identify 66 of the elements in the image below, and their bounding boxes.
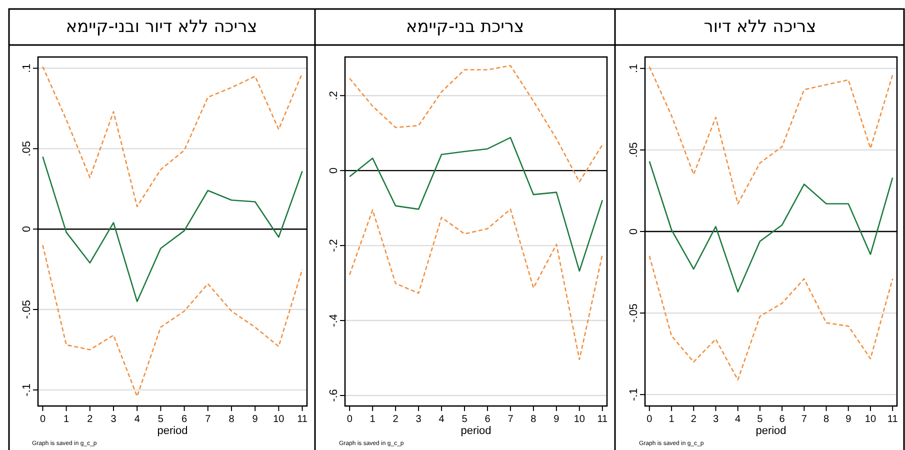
- y-tick-label: -.6: [328, 389, 340, 402]
- x-tick-label: 7: [508, 414, 514, 425]
- y-tick-label: .1: [628, 64, 640, 74]
- x-tick-label: 5: [462, 414, 468, 425]
- x-tick-label: 9: [846, 414, 852, 425]
- chart-title: צריכת בני-קיימא: [406, 17, 524, 38]
- x-tick-label: 10: [864, 414, 876, 425]
- x-axis-title: period: [756, 425, 786, 437]
- line-series: [42, 156, 303, 302]
- x-tick-label: 0: [646, 414, 653, 425]
- x-tick-label: 5: [158, 414, 164, 425]
- y-tick-label: -.2: [328, 239, 340, 252]
- line-series: [648, 255, 894, 381]
- x-tick-label: 10: [574, 414, 586, 425]
- y-tick-label: -.1: [21, 383, 33, 396]
- x-tick-label: 9: [252, 414, 258, 425]
- x-tick-label: 2: [392, 414, 399, 425]
- x-tick-label: 8: [823, 414, 830, 425]
- y-tick-label: 0: [328, 168, 340, 174]
- y-tick-label: -.1: [628, 388, 640, 402]
- y-tick-label: .05: [21, 141, 33, 156]
- line-series: [348, 64, 604, 182]
- x-tick-label: 9: [554, 414, 560, 425]
- line-series: [348, 136, 604, 272]
- x-tick-label: 11: [297, 414, 308, 425]
- line-series: [348, 208, 604, 360]
- x-tick-label: 5: [757, 414, 764, 425]
- x-tick-label: 3: [416, 414, 422, 425]
- y-tick-label: 0: [21, 226, 33, 232]
- y-tick-label: .1: [21, 64, 33, 73]
- x-tick-label: 0: [346, 414, 353, 425]
- chart-title: צריכה ללא דיור: [704, 17, 816, 38]
- x-tick-label: 7: [205, 414, 212, 425]
- x-tick-label: 6: [484, 414, 491, 425]
- x-tick-label: 8: [228, 414, 235, 425]
- x-tick-label: 2: [690, 414, 697, 425]
- x-tick-label: 4: [735, 414, 742, 425]
- x-axis-title: period: [157, 425, 188, 437]
- x-tick-label: 7: [801, 414, 808, 425]
- chart-title: צריכה ללא דיור ובני-קיימא: [66, 17, 258, 38]
- x-tick-label: 4: [438, 414, 445, 425]
- y-tick-label: -.05: [21, 300, 33, 319]
- y-tick-label: 0: [628, 228, 640, 235]
- y-tick-label: -.05: [628, 304, 640, 323]
- x-tick-label: 6: [779, 414, 786, 425]
- x-axis-title: period: [460, 425, 492, 437]
- x-tick-label: 3: [712, 414, 719, 425]
- line-series: [648, 66, 894, 204]
- x-tick-label: 3: [110, 414, 117, 425]
- x-tick-label: 10: [273, 414, 285, 425]
- line-series: [42, 66, 303, 208]
- line-series: [648, 160, 894, 292]
- x-tick-label: 1: [64, 414, 70, 425]
- x-tick-label: 6: [182, 414, 188, 425]
- x-tick-label: 0: [40, 414, 46, 425]
- x-tick-label: 1: [370, 414, 376, 425]
- x-tick-label: 11: [887, 414, 898, 425]
- x-tick-label: 1: [668, 414, 675, 425]
- x-tick-label: 11: [597, 414, 608, 425]
- y-tick-label: .05: [628, 142, 640, 158]
- x-tick-label: 8: [530, 414, 537, 425]
- y-tick-label: -.4: [328, 314, 340, 327]
- x-tick-label: 2: [87, 414, 94, 425]
- x-tick-label: 4: [134, 414, 140, 425]
- line-series: [42, 244, 303, 397]
- y-tick-label: .2: [328, 91, 340, 100]
